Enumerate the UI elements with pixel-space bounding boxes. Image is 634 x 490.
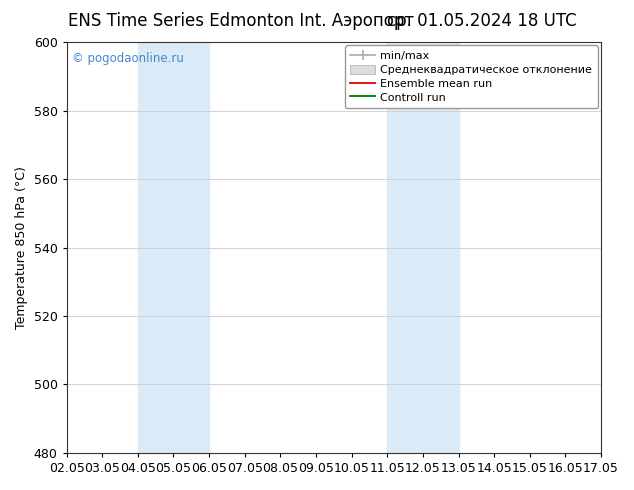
Legend: min/max, Среднеквадратическое отклонение, Ensemble mean run, Controll run: min/max, Среднеквадратическое отклонение… [345, 46, 598, 108]
Y-axis label: Temperature 850 hPa (°C): Temperature 850 hPa (°C) [15, 166, 28, 329]
Text: © pogodaonline.ru: © pogodaonline.ru [72, 52, 184, 65]
Bar [138, 42, 209, 453]
Text: ср. 01.05.2024 18 UTC: ср. 01.05.2024 18 UTC [387, 12, 577, 30]
Bar [387, 42, 458, 453]
Text: ENS Time Series Edmonton Int. Аэропорт: ENS Time Series Edmonton Int. Аэропорт [68, 12, 414, 30]
